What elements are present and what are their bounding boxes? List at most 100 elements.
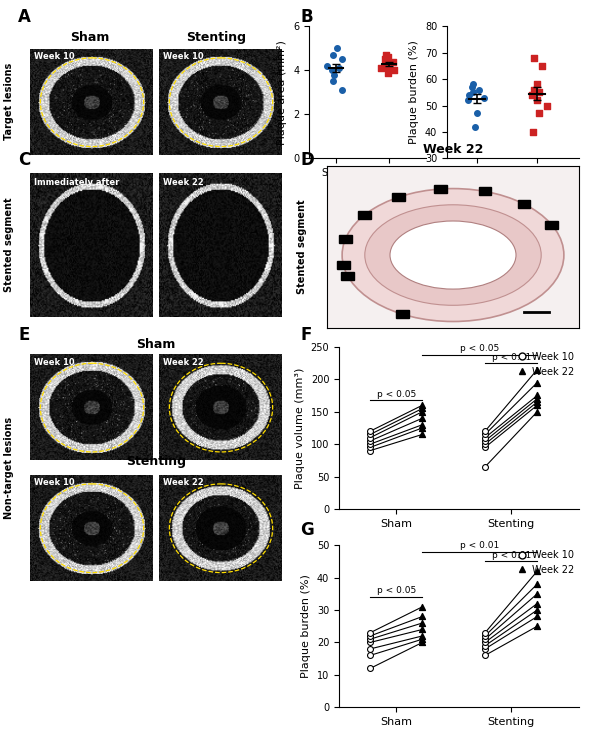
Text: E: E: [18, 326, 29, 344]
Point: [532, 406, 542, 418]
Point: [418, 399, 427, 411]
Point: [532, 604, 542, 616]
Point: [467, 81, 476, 93]
Y-axis label: Plaque burden (%): Plaque burden (%): [301, 575, 311, 678]
Point: [532, 78, 542, 90]
Point: [332, 42, 341, 54]
Point: [532, 399, 542, 411]
Point: [532, 396, 542, 408]
Point: [532, 597, 542, 609]
Point: [383, 60, 392, 72]
Point: [365, 643, 375, 655]
Point: [418, 418, 427, 431]
Point: [337, 54, 347, 66]
Text: B: B: [300, 8, 313, 26]
Point: [479, 91, 488, 103]
Bar: [337, 262, 350, 269]
Bar: [434, 185, 447, 193]
Point: [532, 565, 542, 577]
Point: [470, 121, 480, 133]
Point: [418, 617, 427, 629]
Point: [418, 422, 427, 434]
Text: Week 10: Week 10: [34, 52, 74, 61]
Text: p < 0.01: p < 0.01: [491, 353, 531, 362]
Ellipse shape: [390, 221, 516, 289]
Point: [532, 578, 542, 590]
Point: [527, 89, 537, 101]
Text: p < 0.05: p < 0.05: [460, 345, 499, 354]
Point: [532, 389, 542, 401]
Bar: [358, 210, 371, 219]
Text: Stenting: Stenting: [186, 31, 246, 44]
Point: [418, 624, 427, 636]
Point: [418, 636, 427, 648]
Point: [480, 428, 490, 440]
Text: C: C: [18, 152, 30, 169]
Point: [383, 51, 393, 63]
Point: [480, 441, 490, 453]
Text: p < 0.05: p < 0.05: [377, 390, 416, 399]
Point: [418, 633, 427, 645]
Text: G: G: [300, 521, 314, 538]
Y-axis label: Plaque burden (%): Plaque burden (%): [409, 41, 419, 144]
Point: [532, 363, 542, 375]
Text: Week 22: Week 22: [423, 143, 483, 156]
Point: [480, 636, 490, 648]
Bar: [339, 234, 352, 243]
Bar: [479, 187, 491, 195]
Point: [480, 639, 490, 651]
Point: [480, 643, 490, 655]
Text: Week 10: Week 10: [163, 52, 203, 61]
Ellipse shape: [365, 205, 541, 305]
Point: [537, 60, 547, 72]
Point: [418, 406, 427, 418]
Text: Stented segment: Stented segment: [4, 198, 14, 293]
Point: [472, 107, 482, 119]
Point: [469, 86, 478, 98]
Text: Sham: Sham: [136, 339, 176, 351]
Text: p < 0.01: p < 0.01: [491, 550, 531, 559]
Text: Week 22: Week 22: [163, 478, 203, 487]
Point: [535, 86, 544, 98]
Point: [529, 52, 539, 64]
Point: [535, 107, 544, 119]
Point: [365, 445, 375, 457]
Text: Immediately after: Immediately after: [34, 178, 119, 187]
Text: Week 22: Week 22: [163, 178, 203, 187]
Point: [530, 84, 539, 96]
Point: [365, 630, 375, 642]
Point: [532, 588, 542, 600]
Point: [418, 611, 427, 623]
Point: [365, 636, 375, 648]
Point: [418, 412, 427, 425]
Point: [480, 649, 490, 661]
Point: [480, 461, 490, 473]
Point: [532, 393, 542, 405]
Bar: [397, 310, 409, 318]
Text: A: A: [18, 8, 31, 26]
Point: [418, 601, 427, 613]
Legend: Week 10, Week 22: Week 10, Week 22: [517, 550, 574, 575]
Point: [365, 438, 375, 450]
Bar: [341, 271, 354, 280]
Point: [365, 441, 375, 453]
Text: Stented segment: Stented segment: [297, 200, 307, 294]
Point: [532, 376, 542, 388]
Point: [464, 89, 474, 101]
Point: [418, 630, 427, 642]
Point: [365, 627, 375, 639]
Point: [365, 633, 375, 645]
Point: [388, 56, 398, 68]
Point: [365, 435, 375, 447]
Point: [480, 425, 490, 437]
Text: Target lesions: Target lesions: [4, 63, 14, 140]
Text: D: D: [300, 152, 314, 169]
Legend: Week 10, Week 22: Week 10, Week 22: [517, 351, 574, 376]
Point: [322, 60, 332, 72]
Bar: [392, 193, 404, 201]
Point: [365, 649, 375, 661]
Point: [365, 425, 375, 437]
Point: [480, 627, 490, 639]
Point: [480, 435, 490, 447]
Point: [418, 428, 427, 440]
